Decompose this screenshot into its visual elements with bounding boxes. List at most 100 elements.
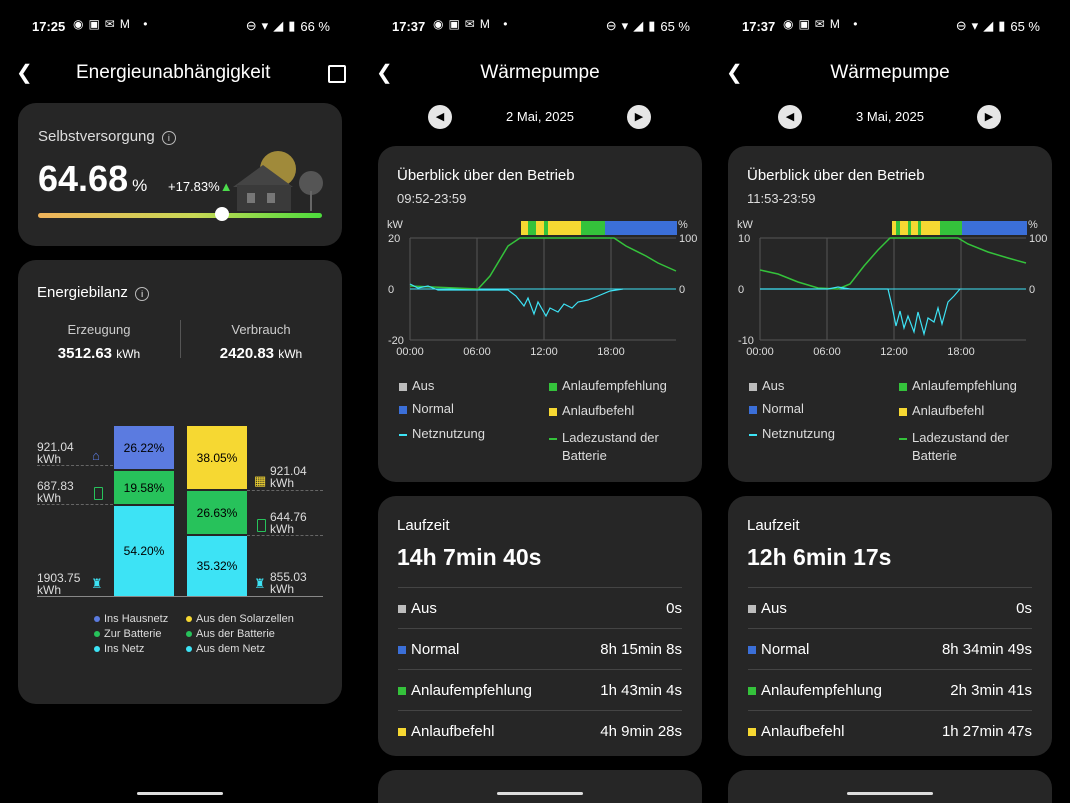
y-tick-zero: 0 [388,284,394,296]
overview-card: Überblick über den Betrieb 09:52-23:59 k… [378,146,702,482]
pylon-icon: ♜ [91,576,103,591]
runtime-total: 14h 7min 40s [397,544,542,570]
grid-usage-line [409,283,624,318]
battery-icon [257,519,266,532]
back-button[interactable]: ❮ [376,62,393,84]
mode-strip-green [544,221,548,235]
legend-swatch [899,382,907,391]
legend-swatch [549,382,557,391]
guide-line [37,504,113,505]
bar-segment-house: 26.22% [114,426,174,469]
back-button[interactable]: ❮ [16,62,33,84]
next-day-button[interactable]: ▶ [627,105,651,129]
y-right-tick-zero: 0 [1029,284,1035,296]
wifi-icon: ▾ [971,18,979,33]
legend-aus: Aus [399,378,434,393]
x-tick: 12:00 [530,346,558,358]
nav-gesture-bar[interactable] [497,792,583,795]
date-navigator: ◀ 3 Mai, 2025 ▶ [710,105,1070,129]
legend-swatch [749,405,757,414]
info-icon[interactable]: i [135,287,150,301]
legend-swatch [748,646,756,655]
legend-item: Zur Batterie [94,627,161,642]
prev-day-button[interactable]: ◀ [428,105,452,129]
back-button[interactable]: ❮ [726,62,743,84]
legend-dot [186,646,192,652]
screen-energy-independence: 17:25 ◉▣✉M • ⊖ ▾ ◢ ▮ 66 % ❮ Energieunabh… [0,0,360,803]
consumption-label: Verbrauch [231,322,291,337]
mode-strip-green [940,221,962,235]
nav-gesture-bar[interactable] [137,792,223,795]
consumption-value: 2420.83 kWh [219,345,303,362]
guide-line [37,465,113,466]
next-day-button[interactable]: ▶ [977,105,1001,129]
date-label: 3 Mai, 2025 [856,109,924,124]
y-tick-bottom: -10 [738,335,754,347]
battery-percent: 66 % [300,18,330,34]
runtime-row-aus: Aus 0s [398,587,682,628]
battery-icon [94,487,103,500]
y-tick-bottom: -20 [388,335,404,347]
energy-balance-card: Energiebilanz i Erzeugung 3512.63 kWh Ve… [18,260,342,704]
x-tick: 12:00 [880,346,908,358]
y-right-tick-top: 100 [1029,233,1047,245]
slider-knob [214,207,229,221]
legend-swatch [399,382,407,391]
y-unit-left: kW [737,219,754,231]
legend-aus: Aus [749,378,784,393]
mode-strip-green [581,221,605,235]
dnd-icon: ⊖ [955,18,967,33]
legend-anlaufbef: Anlaufbefehl [899,403,984,418]
house-icon: ⌂ [92,448,100,463]
self-sufficiency-title: Selbstversorgung i [38,128,176,145]
runtime-row-anlaufbef: Anlaufbefehl 4h 9min 28s [398,710,682,751]
battery-soc-line [409,237,677,290]
runtime-row-anlaufempf: Anlaufempfehlung 2h 3min 41s [748,669,1032,710]
energy-balance-title: Energiebilanz i [37,284,150,301]
legend-swatch [399,433,407,436]
guide-line [247,535,323,536]
x-tick: 18:00 [947,346,975,358]
legend-dot [186,616,192,622]
signal-icon: ◢ [273,18,284,33]
legend-swatch [398,646,406,655]
overview-range: 11:53-23:59 [747,191,816,206]
date-label: 2 Mai, 2025 [506,109,574,124]
notification-icons: ◉▣✉M • [783,17,863,31]
bar-segment-grid: 35.32% [187,536,247,596]
info-icon[interactable]: i [161,131,176,145]
left-value-house: 921.04 kWh [37,440,74,466]
right-value-grid: 855.03 kWh [270,570,307,596]
legend-dot [94,616,100,622]
dnd-icon: ⊖ [605,18,617,33]
generation-bar: 26.22% 19.58% 54.20% [114,426,174,596]
wifi-icon: ▾ [621,18,629,33]
overview-range: 09:52-23:59 [397,191,467,206]
legend-swatch [748,687,756,696]
overview-card: Überblick über den Betrieb 11:53-23:59 k… [728,146,1052,482]
y-unit-right: % [1028,219,1038,231]
status-right: ⊖ ▾ ◢ ▮ 65 % [956,18,1040,34]
solar-icon: ▦ [254,473,267,488]
bar-segment-solar: 38.05% [187,426,247,489]
legend-dot [94,631,100,637]
operation-chart: kW % 20 0 -20 100 0 00:00 06:00 12:00 18… [387,219,697,358]
page-title: Energieunabhängigkeit [76,62,271,83]
up-arrow-icon: ▲ [219,179,233,194]
dnd-icon: ⊖ [245,18,257,33]
legend-item: Ins Netz [94,642,144,657]
runtime-title: Laufzeit [747,517,800,534]
battery-icon: ▮ [648,18,656,33]
runtime-row-aus: Aus 0s [748,587,1032,628]
nav-gesture-bar[interactable] [847,792,933,795]
consumption-bar: 38.05% 26.63% 35.32% [187,426,247,596]
x-tick: 06:00 [463,346,491,358]
status-time: 17:37 [392,19,426,34]
date-navigator: ◀ 2 Mai, 2025 ▶ [360,105,720,129]
legend-normal: Normal [399,401,454,416]
legend-swatch [748,728,756,737]
prev-day-button[interactable]: ◀ [778,105,802,129]
external-link-icon[interactable] [328,65,346,83]
screen-heatpump-day2: 17:37 ◉▣✉M • ⊖ ▾ ◢ ▮ 65 % ❮ Wärmepumpe ◀ 3 … [710,0,1070,803]
overview-title: Überblick über den Betrieb [747,167,925,184]
